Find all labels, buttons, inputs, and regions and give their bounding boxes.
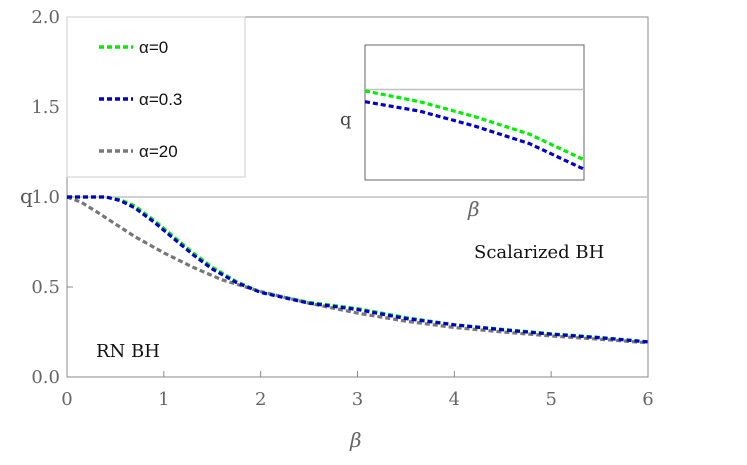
inset-frame xyxy=(364,44,585,181)
y-tick-label: 0.5 xyxy=(31,277,60,298)
legend-box xyxy=(66,16,246,178)
inset-xlabel: β xyxy=(467,197,480,221)
y-tick-label: 1.5 xyxy=(31,97,60,118)
x-tick-label: 0 xyxy=(61,389,72,410)
x-tick-label: 6 xyxy=(642,389,653,410)
legend-label: α=20 xyxy=(139,142,178,161)
y-tick-label: 1.0 xyxy=(31,187,60,208)
series-line-1 xyxy=(67,195,649,344)
x-tick-label: 3 xyxy=(352,389,363,410)
series-line-2 xyxy=(66,195,649,345)
y-tick-label: 0.0 xyxy=(31,367,60,388)
inset-series-line-1 xyxy=(364,100,585,171)
x-tick-label: 2 xyxy=(255,389,266,410)
scalarized-bh-label: Scalarized BH xyxy=(474,242,604,263)
inset-ylabel: q xyxy=(340,109,352,130)
x-tick-label: 5 xyxy=(545,389,556,410)
legend-label: α=0.3 xyxy=(139,90,182,109)
y-tick-label: 2.0 xyxy=(31,7,60,28)
x-axis-title: β xyxy=(349,428,362,452)
legend-label: α=0 xyxy=(139,38,168,57)
inset-series-line-0 xyxy=(364,89,585,162)
series-line-0 xyxy=(67,195,649,344)
x-tick-label: 4 xyxy=(449,389,460,410)
x-tick-label: 1 xyxy=(158,389,169,410)
rn-bh-label: RN BH xyxy=(96,341,160,362)
y-axis-title: q xyxy=(20,184,33,208)
